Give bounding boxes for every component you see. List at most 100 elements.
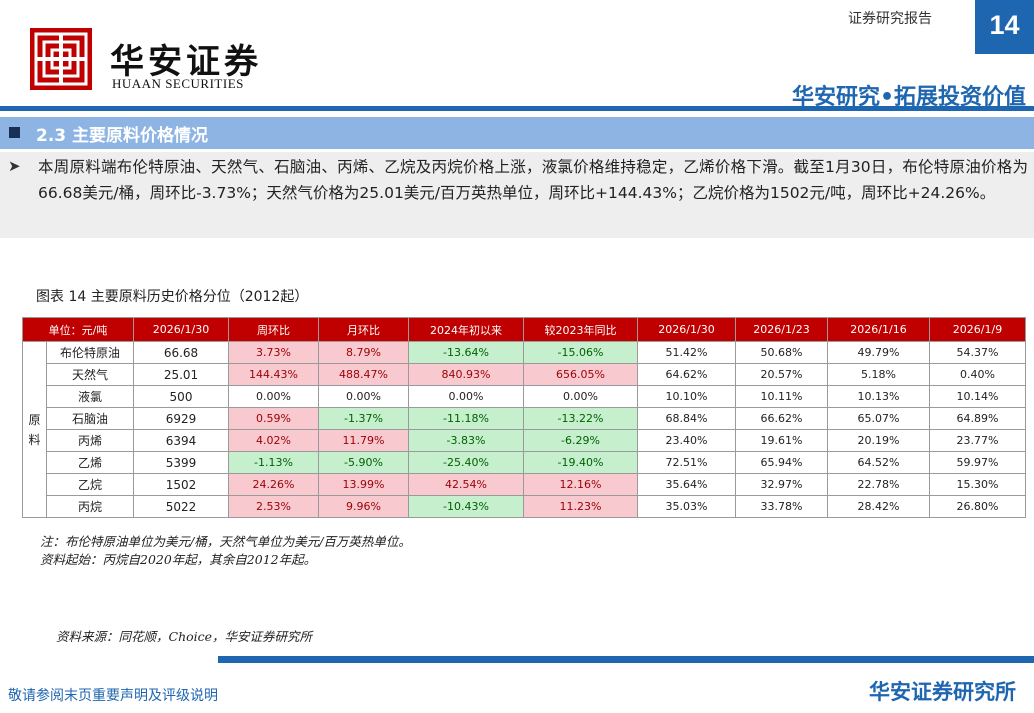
table-header-cell: 2024年初以来: [408, 317, 524, 342]
change-cell: 42.54%: [408, 473, 524, 496]
change-cell: -6.29%: [523, 429, 638, 452]
percentile-cell: 65.07%: [827, 407, 930, 430]
table-header-cell: 2026/1/30: [133, 317, 229, 342]
percentile-cell: 68.84%: [637, 407, 736, 430]
material-name-cell: 天然气: [46, 363, 134, 386]
change-cell: -11.18%: [408, 407, 524, 430]
footer-divider: [218, 656, 1034, 663]
change-cell: 24.26%: [228, 473, 319, 496]
table-row: 丙烷 5022 2.53% 9.96% -10.43% 11.23% 35.03% 33.78…: [23, 495, 1026, 518]
change-cell: -19.40%: [523, 451, 638, 474]
price-cell: 5022: [133, 495, 229, 518]
percentile-cell: 59.97%: [929, 451, 1026, 474]
percentile-cell: 65.94%: [735, 451, 828, 474]
change-cell: 11.23%: [523, 495, 638, 518]
percentile-cell: 15.30%: [929, 473, 1026, 496]
square-bullet-icon: [9, 127, 20, 138]
change-cell: 0.59%: [228, 407, 319, 430]
material-name-cell: 石脑油: [46, 407, 134, 430]
table-header-cell: 2026/1/16: [827, 317, 930, 342]
percentile-cell: 64.62%: [637, 363, 736, 386]
change-cell: -5.90%: [318, 451, 409, 474]
footer-brand: 华安证券研究所: [869, 680, 1016, 704]
percentile-cell: 35.03%: [637, 495, 736, 518]
change-cell: 8.79%: [318, 341, 409, 364]
table-header-cell: 2026/1/9: [929, 317, 1026, 342]
change-cell: 9.96%: [318, 495, 409, 518]
table-header-cell: 2026/1/30: [637, 317, 736, 342]
percentile-cell: 49.79%: [827, 341, 930, 364]
percentile-cell: 10.14%: [929, 385, 1026, 408]
table-note-start: 资料起始：丙烷自2020年起，其余自2012年起。: [40, 552, 317, 567]
percentile-cell: 20.57%: [735, 363, 828, 386]
percentile-cell: 19.61%: [735, 429, 828, 452]
change-cell: 4.02%: [228, 429, 319, 452]
percentile-cell: 64.89%: [929, 407, 1026, 430]
price-cell: 6394: [133, 429, 229, 452]
figure-title: 图表 14 主要原料历史价格分位（2012起）: [36, 289, 309, 305]
report-type-label: 证券研究报告: [848, 11, 932, 27]
disclaimer-link[interactable]: 敬请参阅末页重要声明及评级说明: [8, 688, 218, 704]
material-name-cell: 液氯: [46, 385, 134, 408]
table-note-units: 注：布伦特原油单位为美元/桶，天然气单位为美元/百万英热单位。: [40, 534, 411, 549]
table-header-cell: 月环比: [318, 317, 409, 342]
percentile-cell: 26.80%: [929, 495, 1026, 518]
percentile-cell: 28.42%: [827, 495, 930, 518]
table-header-row: 单位：元/吨 2026/1/30 周环比 月环比 2024年初以来 较2023年…: [22, 317, 1026, 342]
table-row: 乙烷 1502 24.26% 13.99% 42.54% 12.16% 35.64% 32.9…: [23, 473, 1026, 496]
percentile-cell: 33.78%: [735, 495, 828, 518]
table-row: 原料 布伦特原油 66.68 3.73% 8.79% -13.64% -15.06% 51.4…: [22, 341, 1026, 518]
price-cell: 6929: [133, 407, 229, 430]
table-header-cell: 2026/1/23: [735, 317, 828, 342]
page-number-badge: [975, 0, 1034, 54]
table-row: 乙烯 5399 -1.13% -5.90% -25.40% -19.40% 72.51% 65…: [23, 451, 1026, 474]
change-cell: -13.22%: [523, 407, 638, 430]
percentile-cell: 10.11%: [735, 385, 828, 408]
material-name-cell: 乙烷: [46, 473, 134, 496]
data-source: 资料来源：同花顺，Choice，华安证券研究所: [56, 629, 313, 644]
change-cell: -1.37%: [318, 407, 409, 430]
table-header-cell: 较2023年同比: [523, 317, 638, 342]
price-cell: 5399: [133, 451, 229, 474]
logo-chinese-name: 华安证券: [110, 42, 262, 82]
change-cell: 0.00%: [318, 385, 409, 408]
change-cell: 656.05%: [523, 363, 638, 386]
percentile-cell: 0.40%: [929, 363, 1026, 386]
price-percentile-table: 单位：元/吨 2026/1/30 周环比 月环比 2024年初以来 较2023年…: [22, 317, 1026, 518]
change-cell: 0.00%: [523, 385, 638, 408]
change-cell: 0.00%: [228, 385, 319, 408]
percentile-cell: 64.52%: [827, 451, 930, 474]
percentile-cell: 23.40%: [637, 429, 736, 452]
material-name-cell: 布伦特原油: [46, 341, 134, 364]
price-cell: 66.68: [133, 341, 229, 364]
percentile-cell: 66.62%: [735, 407, 828, 430]
huaan-logo-icon: [30, 28, 92, 90]
percentile-cell: 72.51%: [637, 451, 736, 474]
table-row: 天然气 25.01 144.43% 488.47% 840.93% 656.05% 64.6…: [23, 363, 1026, 386]
percentile-cell: 23.77%: [929, 429, 1026, 452]
percentile-cell: 32.97%: [735, 473, 828, 496]
percentile-cell: 50.68%: [735, 341, 828, 364]
logo-english-name: HUAAN SECURITIES: [112, 76, 244, 91]
percentile-cell: 22.78%: [827, 473, 930, 496]
change-cell: 11.79%: [318, 429, 409, 452]
change-cell: -10.43%: [408, 495, 524, 518]
summary-paragraph: 本周原料端布伦特原油、天然气、石脑油、丙烯、乙烷及丙烷价格上涨，液氯价格维持稳定…: [38, 158, 1028, 202]
material-name-cell: 乙烯: [46, 451, 134, 474]
arrow-right-icon: ➤: [8, 157, 21, 175]
row-group-label: 原料: [22, 341, 47, 518]
section-title-bar: [0, 117, 1034, 149]
percentile-cell: 10.13%: [827, 385, 930, 408]
change-cell: 488.47%: [318, 363, 409, 386]
percentile-cell: 10.10%: [637, 385, 736, 408]
change-cell: -1.13%: [228, 451, 319, 474]
price-cell: 1502: [133, 473, 229, 496]
change-cell: 840.93%: [408, 363, 524, 386]
table-row: 液氯 500 0.00% 0.00% 0.00% 0.00% 10.10% 10.11% 10.…: [23, 385, 1026, 408]
change-cell: 3.73%: [228, 341, 319, 364]
price-cell: 500: [133, 385, 229, 408]
change-cell: 144.43%: [228, 363, 319, 386]
price-cell: 25.01: [133, 363, 229, 386]
percentile-cell: 20.19%: [827, 429, 930, 452]
header-slogan: 华安研究•拓展投资价值: [791, 85, 1026, 110]
